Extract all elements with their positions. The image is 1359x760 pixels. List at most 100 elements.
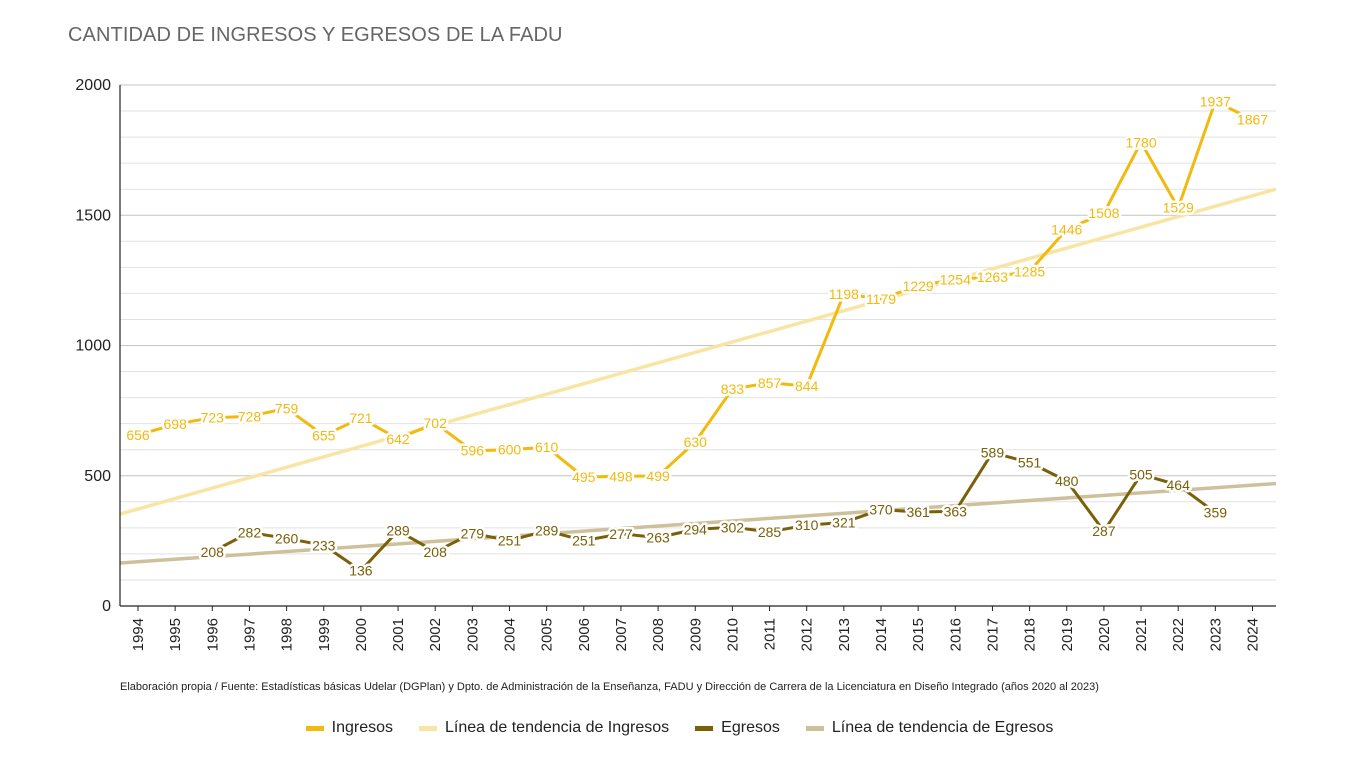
data-label-ingresos: 759 [275, 400, 299, 416]
data-label-halo: 282 [238, 525, 262, 541]
data-label-halo: 302 [721, 519, 745, 535]
data-label-halo: 208 [201, 544, 225, 560]
data-label-egresos: 208 [424, 544, 448, 560]
x-tick-label: 1999 [316, 618, 333, 651]
data-label-halo: 263 [646, 529, 670, 545]
data-label-egresos: 233 [312, 537, 336, 553]
x-tick-label: 2001 [390, 618, 407, 651]
data-label-halo: 728 [238, 408, 262, 424]
data-label-halo: 1179 [866, 291, 896, 307]
x-tick-label: 2018 [1022, 618, 1039, 651]
y-tick-label: 2000 [75, 77, 111, 94]
x-tick-label: 1998 [279, 618, 296, 651]
data-label-egresos: 285 [758, 524, 782, 540]
data-label-halo: 289 [535, 523, 559, 539]
legend-swatch-tendencia-ingresos [419, 725, 437, 731]
data-label-halo: 759 [275, 400, 299, 416]
data-label-ingresos: 1179 [866, 291, 896, 307]
x-tick-label: 2020 [1096, 618, 1113, 651]
data-label-ingresos: 844 [795, 378, 819, 394]
data-label-halo: 251 [498, 533, 522, 549]
data-label-halo: 499 [646, 468, 670, 484]
data-label-ingresos: 702 [424, 415, 448, 431]
legend: Ingresos Línea de tendencia de Ingresos … [0, 719, 1359, 737]
x-tick-label: 2023 [1207, 618, 1224, 651]
data-label-egresos: 551 [1018, 454, 1042, 470]
data-label-egresos: 310 [795, 517, 819, 533]
data-label-ingresos: 857 [758, 375, 782, 391]
legend-item-ingresos: Ingresos [305, 719, 393, 737]
series-line-ingresos [136, 99, 1254, 479]
y-tick-label: 1000 [75, 338, 111, 355]
data-label-ingresos: 495 [572, 469, 596, 485]
data-label-halo: 589 [981, 445, 1005, 461]
data-label-ingresos: 1529 [1163, 200, 1194, 216]
data-label-halo: 495 [572, 469, 596, 485]
x-tick-label: 2013 [836, 618, 853, 651]
legend-label-tendencia-ingresos: Línea de tendencia de Ingresos [445, 719, 670, 736]
data-label-ingresos: 1937 [1200, 93, 1231, 109]
data-label-egresos: 260 [275, 530, 299, 546]
series-line-egresos [210, 451, 1217, 573]
legend-label-egresos: Egresos [721, 719, 780, 736]
data-label-halo: 289 [386, 523, 410, 539]
x-tick-label: 2024 [1245, 618, 1262, 651]
trendline-egresos [119, 481, 1277, 565]
axes: 0 500 1000 1500 2000 1994 1995 1996 1997 1998 1999… [75, 77, 1276, 651]
legend-label-ingresos: Ingresos [331, 719, 393, 736]
data-label-halo: 285 [758, 524, 782, 540]
data-label-halo: 480 [1055, 473, 1079, 489]
x-tick-label: 2017 [984, 618, 1001, 651]
x-tick-label: 1995 [167, 618, 184, 651]
data-label-ingresos: 1780 [1125, 134, 1156, 150]
data-label-halo: 1263 [977, 269, 1008, 285]
data-label-ingresos: 596 [461, 443, 485, 459]
data-label-halo: 310 [795, 517, 819, 533]
data-label-egresos: 363 [944, 503, 968, 519]
data-label-ingresos: 1446 [1051, 221, 1082, 237]
data-label-halo: 359 [1204, 504, 1228, 520]
data-label-halo: 1198 [829, 286, 859, 302]
data-label-halo: 464 [1167, 477, 1191, 493]
legend-label-tendencia-egresos: Línea de tendencia de Egresos [831, 719, 1054, 736]
grid-lines [120, 84, 1276, 581]
data-label-halo: 1508 [1088, 205, 1119, 221]
data-label-ingresos: 655 [312, 427, 336, 443]
data-label-halo: 721 [349, 410, 373, 426]
data-label-ingresos: 698 [163, 416, 187, 432]
data-label-halo: 551 [1018, 454, 1042, 470]
legend-item-egresos: Egresos [695, 719, 780, 737]
data-label-halo: 833 [721, 381, 745, 397]
data-label-egresos: 289 [386, 523, 410, 539]
data-label-halo: 656 [126, 427, 150, 443]
data-label-ingresos: 499 [646, 468, 670, 484]
data-label-halo: 1937 [1200, 93, 1231, 109]
data-label-halo: 498 [609, 468, 633, 484]
x-tick-label: 2021 [1133, 618, 1150, 651]
data-label-halo: 723 [201, 410, 225, 426]
data-label-ingresos: 1198 [829, 286, 859, 302]
data-label-egresos: 480 [1055, 473, 1079, 489]
data-label-halo: 1229 [903, 278, 934, 294]
y-tick-label: 0 [102, 598, 111, 615]
data-label-halo: 233 [312, 537, 336, 553]
x-tick-label: 2016 [947, 618, 964, 651]
x-tick-label: 2007 [613, 618, 630, 651]
data-label-halo: 1254 [940, 271, 971, 287]
x-tick-label: 1994 [130, 618, 147, 651]
data-label-egresos: 287 [1092, 523, 1116, 539]
data-label-halo: 630 [684, 434, 708, 450]
legend-swatch-egresos [695, 725, 714, 731]
x-tick-label: 2000 [353, 618, 370, 651]
data-label-halo: 1285 [1014, 263, 1045, 279]
legend-item-tendencia-ingresos: Línea de tendencia de Ingresos [419, 719, 669, 737]
data-label-egresos: 370 [869, 502, 893, 518]
data-label-ingresos: 1285 [1014, 263, 1045, 279]
legend-swatch-ingresos [305, 725, 324, 731]
data-label-halo: 251 [572, 533, 596, 549]
x-tick-label: 2014 [873, 618, 890, 651]
x-tick-label: 2011 [762, 618, 779, 650]
data-label-egresos: 279 [461, 525, 485, 541]
x-tick-label: 2010 [724, 618, 741, 651]
